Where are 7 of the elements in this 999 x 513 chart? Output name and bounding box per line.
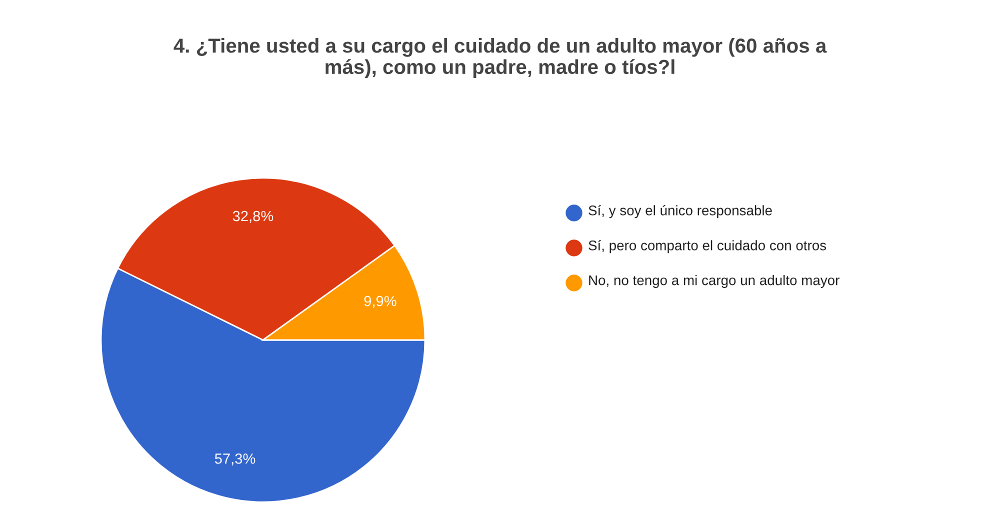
data-label: 32,8% <box>232 210 274 223</box>
data-label: 57,3% <box>214 453 256 466</box>
legend-label: Sí, pero comparto el cuidado con otros <box>588 240 826 254</box>
legend-label: No, no tengo a mi cargo un adulto mayor <box>589 275 840 288</box>
chart-title: 4. ¿Tiene usted a su cargo el cuidado de un adulto mayor (60 años a más), como un padre, madre o tíos?l <box>174 38 827 78</box>
data-label: 9,9% <box>364 296 396 308</box>
legend-label: Sí, y soy el único responsable <box>588 205 772 218</box>
